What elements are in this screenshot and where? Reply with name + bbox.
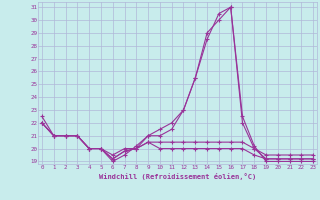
X-axis label: Windchill (Refroidissement éolien,°C): Windchill (Refroidissement éolien,°C) <box>99 173 256 180</box>
